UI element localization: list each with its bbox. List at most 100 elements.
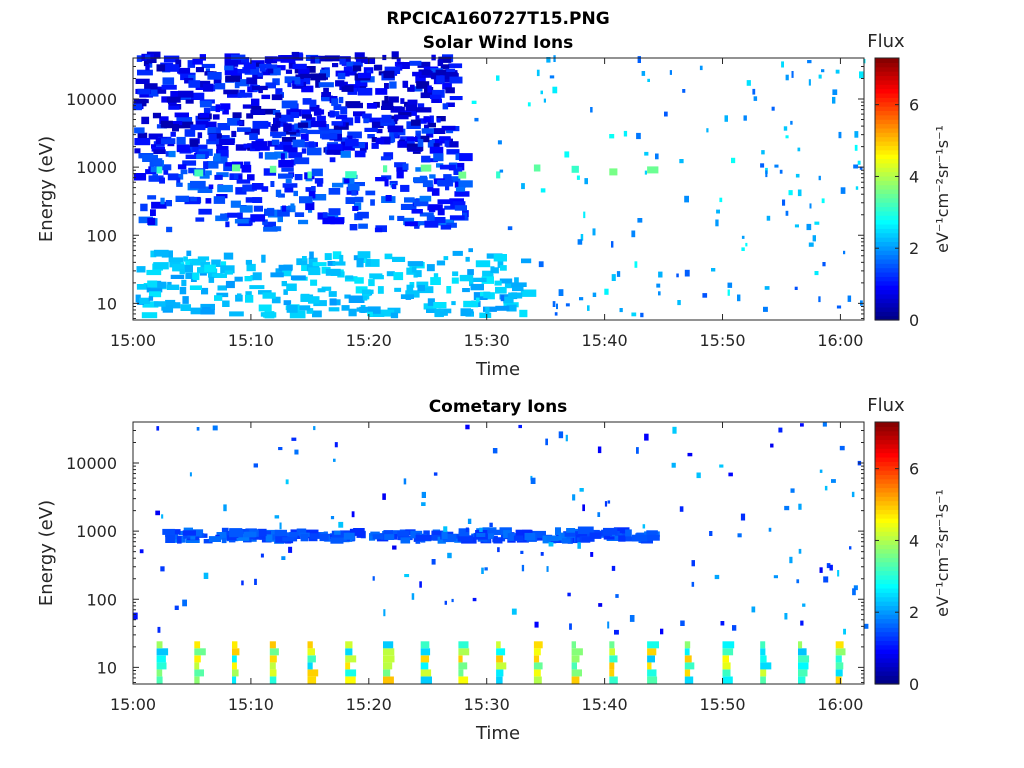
- heatmap-cell: [237, 92, 253, 98]
- heatmap-cell: [415, 167, 423, 172]
- heatmap-cell: [493, 254, 507, 262]
- heatmap-cell: [221, 537, 227, 544]
- heatmap-cell: [245, 294, 254, 303]
- colorbar-segment: [875, 491, 899, 497]
- colorbar-segment: [875, 140, 899, 146]
- heatmap-cell: [655, 153, 659, 160]
- heatmap-cell: [232, 648, 240, 656]
- heatmap-cell: [494, 267, 499, 274]
- heatmap-cell: [216, 194, 228, 199]
- heatmap-cell: [331, 121, 343, 126]
- heatmap-cell: [180, 72, 196, 81]
- heatmap-cell: [669, 70, 672, 75]
- heatmap-cell: [481, 567, 484, 574]
- heatmap-cell: [328, 208, 341, 216]
- heatmap-cell: [784, 505, 790, 511]
- heatmap-cell: [309, 104, 320, 112]
- x-tick-label: 15:30: [464, 331, 510, 350]
- heatmap-cell: [236, 179, 251, 184]
- heatmap-cell: [275, 536, 288, 543]
- colorbar-segment: [875, 145, 899, 151]
- heatmap-cell: [165, 535, 175, 543]
- heatmap-cell: [284, 76, 297, 84]
- heatmap-cell: [790, 120, 793, 125]
- heatmap-cell: [824, 485, 828, 491]
- heatmap-cell: [647, 676, 658, 684]
- heatmap-cell: [216, 145, 229, 153]
- heatmap-cell: [462, 288, 470, 293]
- heatmap-cell: [472, 277, 487, 282]
- heatmap-cell: [814, 221, 820, 225]
- heatmap-cell: [658, 271, 663, 278]
- heatmap-cell: [264, 208, 275, 216]
- heatmap-cell: [297, 52, 303, 59]
- heatmap-cell: [205, 198, 212, 204]
- heatmap-cell: [242, 104, 253, 109]
- heatmap-cell: [308, 296, 320, 304]
- heatmap-cell: [170, 131, 176, 137]
- heatmap-cell: [279, 141, 292, 149]
- heatmap-cell: [282, 205, 287, 212]
- heatmap-cell: [737, 533, 742, 538]
- heatmap-cell: [281, 556, 286, 560]
- heatmap-cell: [258, 152, 263, 159]
- heatmap-cell: [319, 109, 325, 115]
- heatmap-cell: [429, 146, 444, 154]
- heatmap-cell: [153, 262, 169, 270]
- heatmap-cell: [679, 506, 684, 512]
- x-tick-label: 15:50: [699, 331, 745, 350]
- heatmap-cell: [854, 131, 859, 138]
- heatmap-cell: [351, 511, 355, 518]
- heatmap-cell: [208, 268, 218, 277]
- heatmap-cell: [138, 98, 147, 107]
- heatmap-cell: [214, 174, 223, 180]
- heatmap-cell: [579, 488, 584, 492]
- heatmap-cell: [716, 209, 720, 214]
- heatmap-cell: [167, 536, 183, 543]
- heatmap-cell: [847, 295, 852, 302]
- heatmap-cell: [326, 149, 342, 155]
- heatmap-cell: [208, 133, 217, 142]
- heatmap-cell: [148, 296, 154, 301]
- heatmap-cell: [214, 295, 223, 301]
- heatmap-cell: [835, 69, 840, 74]
- heatmap-cell: [431, 72, 436, 80]
- heatmap-cell: [184, 129, 196, 137]
- colorbar-tick-label: 6: [909, 96, 919, 115]
- heatmap-cell: [798, 662, 809, 670]
- heatmap-cell: [417, 284, 425, 292]
- heatmap-cell: [552, 301, 556, 307]
- heatmap-cell: [483, 291, 491, 298]
- colorbar-segment: [875, 271, 899, 277]
- colorbar-tick-label: 4: [909, 167, 919, 186]
- heatmap-cell: [420, 662, 429, 670]
- heatmap-cell: [485, 307, 490, 315]
- heatmap-cell: [177, 536, 182, 544]
- heatmap-cell: [592, 228, 596, 236]
- heatmap-cell: [206, 139, 220, 145]
- heatmap-cell: [270, 181, 275, 187]
- heatmap-cell: [345, 676, 356, 684]
- heatmap-cell: [272, 78, 280, 86]
- heatmap-cell: [286, 283, 297, 291]
- heatmap-cell: [436, 260, 446, 266]
- heatmap-cell: [475, 297, 480, 303]
- heatmap-cell: [141, 116, 150, 125]
- heatmap-cell: [582, 504, 585, 512]
- heatmap-cell: [212, 114, 220, 120]
- heatmap-cell: [249, 133, 258, 141]
- heatmap-cell: [224, 60, 239, 67]
- colorbar-segment: [875, 219, 899, 225]
- heatmap-cell: [405, 104, 418, 112]
- heatmap-cell: [223, 504, 227, 512]
- heatmap-cell: [684, 195, 689, 203]
- heatmap-cell: [150, 250, 157, 258]
- heatmap-cell: [751, 606, 756, 613]
- heatmap-cell: [394, 115, 409, 120]
- heatmap-cell: [307, 648, 315, 656]
- heatmap-cell: [261, 254, 266, 263]
- heatmap-cell: [364, 117, 370, 122]
- heatmap-cell: [363, 67, 374, 74]
- heatmap-cell: [587, 305, 590, 311]
- heatmap-cell: [156, 676, 163, 684]
